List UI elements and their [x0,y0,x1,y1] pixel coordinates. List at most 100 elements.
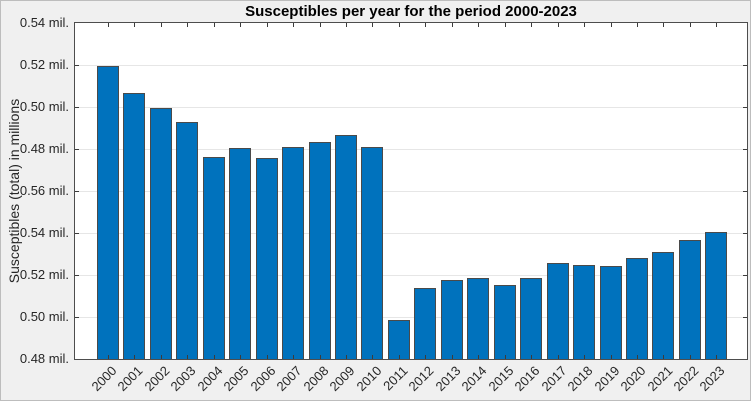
x-tick [266,355,268,359]
x-tick-label-2011: 2011 [380,363,411,394]
y-tick [743,317,747,318]
chart-title: Susceptibles per year for the period 200… [245,3,577,20]
x-tick [107,23,109,27]
x-tick [293,355,295,359]
x-tick [663,23,665,27]
x-tick-label-2017: 2017 [538,363,570,395]
bar-2009 [334,134,357,359]
bar-2013 [440,280,463,359]
x-tick [451,23,453,27]
x-tick-label-2001: 2001 [114,363,146,395]
plot-area [74,22,748,360]
x-tick [213,355,215,359]
y-tick [743,149,747,150]
bar-2021 [652,251,675,359]
x-tick [345,355,347,359]
bar-2015 [493,285,516,359]
x-tick [504,23,506,27]
gridline [75,191,747,192]
x-tick-label-2020: 2020 [617,363,649,395]
x-tick [584,23,586,27]
x-tick-label-2009: 2009 [326,363,358,395]
y-tick-label: 0.54 mil. [19,225,69,240]
y-tick [743,275,747,276]
x-tick-label-2003: 2003 [167,363,199,395]
y-tick-label: 0.50 mil. [19,99,69,114]
x-tick [425,23,427,27]
x-tick [293,23,295,27]
x-tick [345,23,347,27]
gridline [75,275,747,276]
y-tick-label: 0.52 mil. [19,57,69,72]
x-tick [398,23,400,27]
x-tick-label-2006: 2006 [247,363,279,395]
bar-2007 [282,146,305,359]
x-tick [557,355,559,359]
bar-2005 [229,148,252,359]
x-tick-label-2005: 2005 [220,363,252,395]
gridline [75,107,747,108]
x-tick-label-2015: 2015 [485,363,517,395]
x-tick [478,355,480,359]
bar-2014 [467,278,490,359]
x-tick-label-2012: 2012 [405,363,437,395]
y-tick [75,233,79,234]
x-tick [107,355,109,359]
x-tick [398,355,400,359]
y-tick [75,65,79,66]
x-tick [187,23,189,27]
gridline [75,317,747,318]
y-tick-label: 0.56 mil. [19,183,69,198]
x-tick [557,23,559,27]
x-tick-label-2004: 2004 [194,363,226,395]
y-tick [75,149,79,150]
x-tick-label-2022: 2022 [670,363,702,395]
x-tick [636,355,638,359]
bar-2017 [546,263,569,359]
bar-2011 [387,319,410,359]
x-tick-label-2023: 2023 [696,363,728,395]
x-tick [478,23,480,27]
x-tick [240,355,242,359]
x-tick [425,355,427,359]
y-tick-label: 0.48 mil. [19,141,69,156]
x-tick-label-2019: 2019 [591,363,623,395]
y-tick [743,191,747,192]
bar-2016 [520,277,543,359]
bar-2001 [123,93,146,359]
bar-2010 [361,146,384,359]
x-tick [636,23,638,27]
x-tick [134,355,136,359]
x-tick [689,23,691,27]
bar-2018 [573,265,596,359]
bar-2020 [625,258,648,359]
x-tick [319,23,321,27]
y-tick [75,191,79,192]
bar-2004 [202,156,225,359]
x-tick [187,355,189,359]
x-tick [319,355,321,359]
x-tick-label-2021: 2021 [643,363,676,395]
x-tick [504,355,506,359]
x-tick [610,355,612,359]
x-tick [266,23,268,27]
bar-2000 [96,66,119,359]
bar-2019 [599,265,622,359]
y-tick [743,107,747,108]
x-tick [451,355,453,359]
bar-2003 [176,121,199,359]
x-tick [213,23,215,27]
x-tick [689,355,691,359]
bar-2002 [149,107,172,359]
gridline [75,149,747,150]
x-tick [584,355,586,359]
x-tick [716,23,718,27]
x-tick-label-2007: 2007 [273,363,305,395]
x-tick-label-2013: 2013 [432,363,464,395]
x-tick-label-2010: 2010 [352,363,385,395]
x-tick-label-2018: 2018 [564,363,596,395]
x-tick [663,355,665,359]
y-tick [743,233,747,234]
gridline [75,65,747,66]
